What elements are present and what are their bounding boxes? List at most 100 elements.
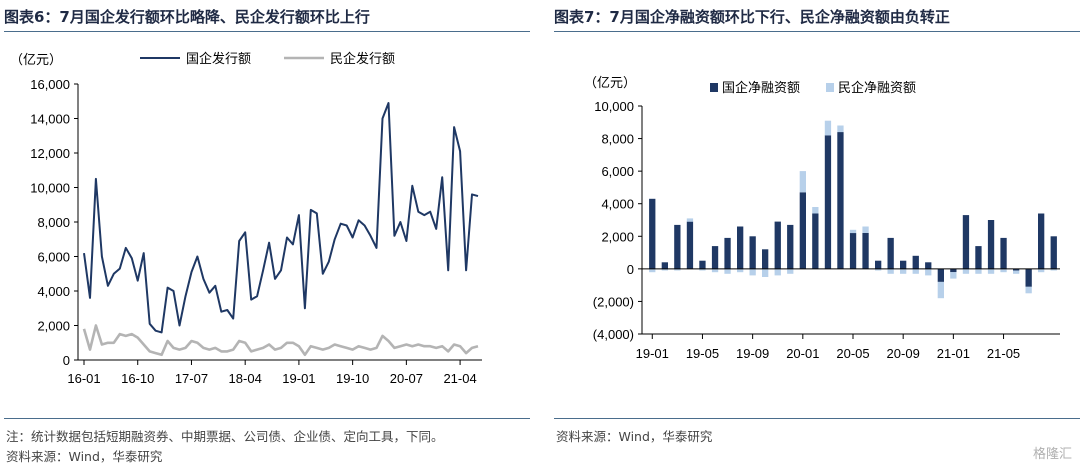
x-tick-label: 21-05 (987, 346, 1020, 361)
y-tick-label: 6,000 (37, 250, 70, 265)
private-net-financing-bar (787, 268, 794, 274)
private-net-financing-bar (900, 268, 907, 274)
soe-issuance-line (83, 102, 479, 334)
private-net-financing-bar (1000, 268, 1007, 273)
y-tick-label: 10,000 (30, 181, 70, 196)
private-net-financing-bar (950, 272, 957, 279)
left-footnote: 注：统计数据包括短期融资券、中期票据、公司债、企业债、定向工具，下同。 (6, 429, 444, 444)
soe-net-financing-bar (925, 262, 932, 269)
soe-net-financing-bar (937, 268, 944, 282)
left-footer-rule (4, 418, 530, 419)
x-tick-label: 20-07 (390, 371, 423, 386)
soe-net-financing-bar (661, 262, 668, 269)
x-tick-label: 20-05 (836, 346, 869, 361)
private-net-financing-bar (711, 268, 719, 273)
issuance-line-chart: （亿元） 0 2,000 4,000 6,000 8,000 10,000 12,000 14,… (10, 51, 482, 386)
x-tick-label: 17-07 (175, 371, 208, 386)
private-net-financing-bar (724, 268, 731, 274)
right-title-rule (554, 31, 1080, 32)
y-tick-label: 0 (627, 262, 634, 277)
y-axis-unit-label: （亿元） (10, 52, 62, 67)
y-tick-label: 0 (63, 353, 70, 368)
soe-net-financing-bar (875, 260, 882, 269)
y-tick-label: 6,000 (601, 164, 634, 179)
soe-net-financing-bar (724, 237, 731, 269)
private-net-financing-bar (649, 268, 656, 273)
left-title-rule (4, 31, 530, 32)
private-net-financing-bar (1050, 268, 1057, 271)
right-footer-rule (554, 418, 1080, 419)
y-tick-label: 8,000 (601, 132, 634, 147)
soe-net-financing-bar (862, 233, 869, 269)
private-net-financing-bar (962, 268, 970, 274)
soe-net-financing-bar (674, 224, 681, 269)
soe-net-financing-bar (711, 246, 719, 269)
y-tick-label: (4,000) (593, 327, 634, 342)
private-net-financing-bar (686, 218, 694, 222)
soe-net-financing-bar (799, 192, 806, 269)
soe-net-financing-bar (812, 213, 819, 269)
soe-net-financing-bar (1050, 236, 1057, 269)
soe-net-financing-bar (774, 221, 781, 269)
net-financing-bar-chart: （亿元） (4,000) (2,000) 0 2,000 4,000 6,000 8,000 1… (584, 75, 1060, 361)
soe-net-financing-bar (749, 236, 756, 269)
y-tick-label: 4,000 (601, 197, 634, 212)
soe-net-financing-bar (1013, 268, 1020, 271)
y-tick-label: 8,000 (37, 215, 70, 230)
private-net-financing-bar (987, 268, 995, 274)
private-net-financing-bar (799, 171, 806, 193)
private-net-financing-bar (1038, 268, 1045, 273)
private-net-financing-bar (699, 268, 706, 271)
private-net-financing-bar (661, 268, 668, 271)
legend-swatch (826, 83, 834, 92)
private-net-financing-bar (925, 268, 932, 276)
private-net-financing-bar (937, 281, 944, 299)
soe-net-financing-bar (686, 221, 694, 269)
soe-net-financing-bar (950, 268, 957, 273)
x-tick-label: 20-01 (786, 346, 819, 361)
right-source-note: 资料来源：Wind，华泰研究 (556, 429, 713, 444)
soe-net-financing-bar (737, 226, 744, 269)
private-net-financing-bar (749, 268, 756, 276)
y-tick-label: 16,000 (30, 77, 70, 92)
private-net-financing-bar (1013, 270, 1020, 274)
y-tick-label: 2,000 (601, 229, 634, 244)
private-net-financing-bar (912, 268, 919, 274)
legend-label: 民企发行额 (330, 51, 395, 66)
private-net-financing-bar (762, 268, 769, 277)
left-chart-panel: 图表6：7月国企发行额环比略降、民企发行额环比上行 （亿元） 0 2,000 4,00… (0, 0, 530, 468)
private-net-financing-bar (849, 229, 857, 234)
left-source-note: 资料来源：Wind，华泰研究 (6, 449, 163, 464)
legend-swatch (710, 83, 718, 92)
x-tick-label: 18-04 (229, 371, 262, 386)
soe-net-financing-bar (912, 255, 919, 269)
y-tick-label: 12,000 (30, 146, 70, 161)
y-tick-label: 14,000 (30, 112, 70, 127)
right-chart-title: 图表7：7月国企净融资额环比下行、民企净融资额由负转正 (554, 8, 950, 26)
x-tick-label: 16-10 (121, 371, 154, 386)
x-tick-label: 21-01 (937, 346, 970, 361)
soe-net-financing-bar (849, 233, 857, 269)
private-net-financing-bar (824, 120, 832, 136)
soe-net-financing-bar (887, 237, 894, 269)
x-tick-label: 19-01 (282, 371, 315, 386)
x-tick-label: 19-05 (686, 346, 719, 361)
private-net-financing-bar (875, 268, 882, 271)
soe-net-financing-bar (837, 132, 844, 269)
legend-label: 民企净融资额 (838, 80, 916, 95)
soe-net-financing-bar (987, 220, 995, 269)
soe-net-financing-bar (649, 198, 656, 269)
soe-net-financing-bar (787, 224, 794, 269)
private-net-financing-bar (887, 268, 894, 274)
private-net-financing-bar (674, 268, 681, 271)
soe-net-financing-bar (824, 135, 832, 269)
legend-label: 国企发行额 (186, 51, 251, 66)
x-tick-label: 21-04 (443, 371, 476, 386)
y-tick-label: 4,000 (37, 284, 70, 299)
soe-net-financing-bar (1025, 268, 1032, 287)
soe-net-financing-bar (975, 246, 982, 269)
soe-net-financing-bar (762, 249, 769, 269)
private-net-financing-bar (975, 268, 982, 274)
right-chart-panel: 图表7：7月国企净融资额环比下行、民企净融资额由负转正 （亿元） (4,000) (… (550, 0, 1080, 468)
left-chart-title: 图表6：7月国企发行额环比略降、民企发行额环比上行 (4, 8, 370, 26)
